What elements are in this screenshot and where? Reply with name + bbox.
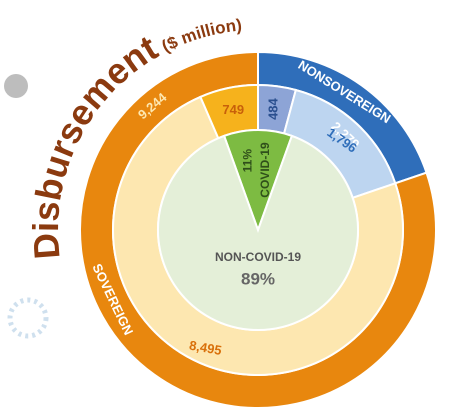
ring-segment [157, 134, 359, 331]
value-label: 11% [240, 149, 254, 173]
segment-label: COVID-19 [258, 142, 272, 198]
chart-subtitle: ($ million) [159, 16, 243, 57]
segment-label: NON-COVID-19 [215, 250, 301, 264]
value-label: 749 [222, 102, 244, 117]
virus-icon [7, 297, 49, 339]
value-label: 484 [265, 97, 280, 119]
value-label: 89% [241, 269, 275, 288]
value-label: 8,495 [188, 338, 223, 358]
decoration-dot [4, 74, 28, 98]
ring-segment [222, 129, 294, 233]
